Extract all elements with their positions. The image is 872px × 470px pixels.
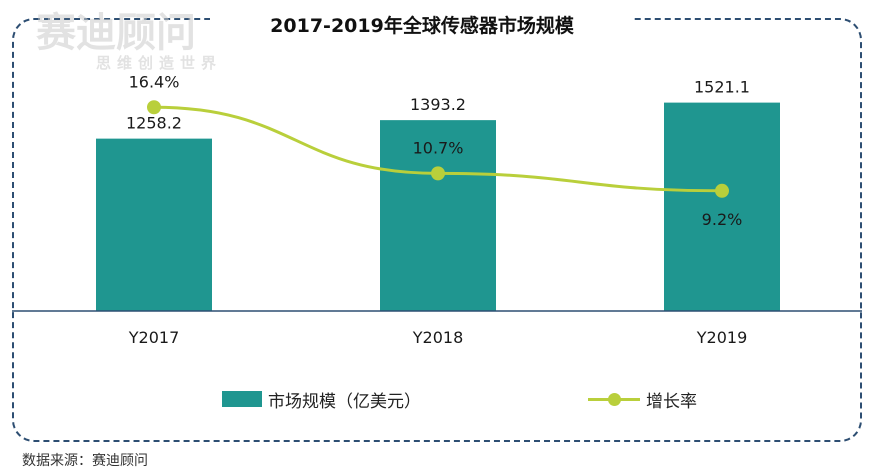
x-tick-label: Y2017 bbox=[128, 328, 180, 347]
growth-value-label: 10.7% bbox=[413, 138, 464, 157]
bar-value-label: 1521.1 bbox=[694, 78, 750, 97]
bar-y2017 bbox=[96, 138, 212, 311]
bar-y2018 bbox=[380, 120, 496, 312]
growth-point-y2017 bbox=[147, 100, 161, 115]
legend-swatch-bar bbox=[222, 391, 262, 407]
bar-y2019 bbox=[664, 102, 780, 311]
legend-item-growth: 增长率 bbox=[588, 384, 697, 414]
growth-point-y2019 bbox=[715, 183, 729, 198]
data-source: 数据来源：赛迪顾问 bbox=[22, 453, 148, 469]
chart-title: 2017-2019年全球传感器市场规模 bbox=[270, 15, 574, 37]
growth-point-y2018 bbox=[431, 166, 445, 181]
legend-label-market-size: 市场规模（亿美元） bbox=[268, 391, 421, 412]
growth-value-label: 16.4% bbox=[129, 72, 180, 91]
growth-value-label: 9.2% bbox=[702, 210, 743, 229]
watermark: 赛迪顾问 bbox=[36, 10, 196, 56]
title-background bbox=[210, 8, 634, 44]
x-tick-label: Y2019 bbox=[696, 328, 748, 347]
x-tick-label: Y2018 bbox=[412, 328, 464, 347]
bar-value-label: 1258.2 bbox=[126, 114, 182, 133]
bar-value-label: 1393.2 bbox=[410, 95, 466, 114]
legend-item-market-size: 市场规模（亿美元） bbox=[222, 384, 421, 414]
legend-swatch-line bbox=[588, 391, 640, 407]
legend-label-growth: 增长率 bbox=[646, 391, 697, 412]
watermark: 思维创造世界 bbox=[96, 54, 223, 72]
